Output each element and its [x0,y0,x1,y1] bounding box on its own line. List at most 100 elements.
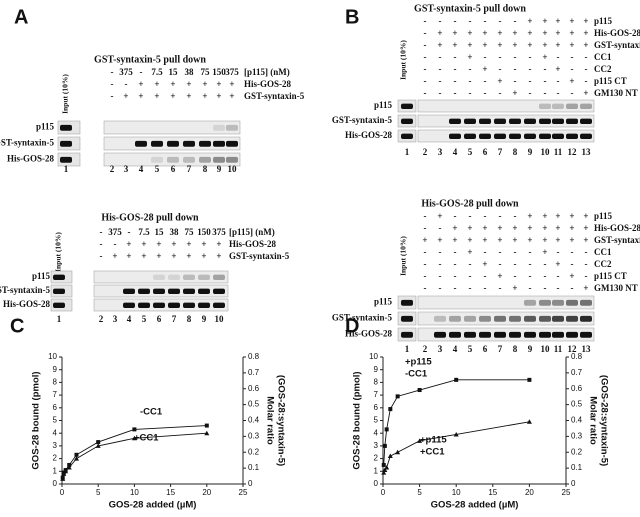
lane-number: 4 [127,314,132,324]
band [151,140,163,147]
condition-sign: + [497,76,502,86]
condition-sign: + [467,235,472,245]
condition-sign: + [216,79,221,89]
condition-sign: - [585,271,588,281]
condition-sign: - [454,211,457,221]
y2-tick-label: 0.8 [571,352,583,361]
input-label: Input (10%) [399,40,408,80]
condition-sign: + [512,283,517,293]
band [213,302,225,308]
band [135,140,147,147]
condition-sign: - [499,247,502,257]
y2-tick-label: 0.3 [571,431,583,440]
band [151,156,163,163]
condition-sign: + [497,271,502,281]
lane-number: 6 [483,147,488,157]
condition-sign: - [114,239,117,249]
condition-sign: - [424,52,427,62]
condition-label: [p115] (nM) [229,227,275,237]
band [168,302,180,308]
lane-number: 10 [541,344,551,354]
band [566,133,578,139]
y2-tick-label: 0.5 [248,400,260,409]
row-label: GST-syntaxin-5 [332,313,393,323]
series-label: +p115 [420,435,447,446]
band [479,133,491,139]
condition-sign: - [499,283,502,293]
y2-tick-label: 0.8 [248,352,260,361]
lane-number: 10 [215,314,225,324]
condition-sign: - [424,247,427,257]
point [382,443,387,448]
row-label: p115 [36,122,55,132]
lane-number: 9 [217,164,222,174]
blot-title: GST-syntaxin-5 pull down [414,3,526,14]
condition-sign: 7.5 [138,227,150,237]
condition-sign: + [186,251,191,261]
lane-number: 2 [423,344,428,354]
condition-sign: + [569,28,574,38]
condition-sign: + [555,16,560,26]
condition-sign: + [583,16,588,26]
condition-sign: - [439,283,442,293]
x-tick-label: 10 [130,488,139,497]
lane-number: 1 [64,164,69,174]
blot-strip [93,270,229,284]
condition-label: His-GOS-28 [594,28,640,38]
band [401,299,413,306]
y2-tick-label: 0.7 [571,368,583,377]
row-label: GST-syntaxin-5 [332,115,393,125]
condition-sign: - [454,247,457,257]
x-tick-label: 5 [417,488,422,497]
condition-sign: - [557,76,560,86]
lane-number: 4 [139,164,144,174]
condition-sign: - [557,271,560,281]
condition-sign: - [439,16,442,26]
condition-sign: - [585,64,588,74]
series-line [383,379,530,465]
blot-strip [103,152,241,167]
input-label: Input (10%) [399,236,408,276]
condition-sign: + [555,40,560,50]
y-tick-label: 1 [374,466,379,475]
condition-sign: - [514,247,517,257]
condition-sign: + [437,40,442,50]
lane-number: 3 [113,314,118,324]
lane-number: 5 [142,314,147,324]
condition-sign: - [544,88,547,98]
condition-sign: + [512,40,517,50]
band [566,331,578,338]
band [494,118,506,124]
band [153,274,165,280]
band [539,331,551,338]
band [183,140,195,147]
condition-sign: - [454,64,457,74]
point [66,464,72,470]
y2-tick-label: 0.6 [248,384,260,393]
condition-sign: + [497,235,502,245]
condition-sign: - [128,227,131,237]
condition-sign: - [585,52,588,62]
band [509,133,521,139]
condition-sign: - [125,79,128,89]
condition-sign: + [569,271,574,281]
y-tick-label: 5 [53,416,58,425]
x-tick-label: 10 [452,488,461,497]
condition-sign: - [454,16,457,26]
lane-number: 5 [468,344,473,354]
condition-sign: - [544,283,547,293]
band [580,299,592,306]
lane-number: 1 [405,344,410,354]
condition-sign: + [555,64,560,74]
y-tick-label: 3 [374,441,379,450]
condition-sign: + [583,88,588,98]
condition-sign: + [542,28,547,38]
condition-sign: - [424,28,427,38]
band [566,103,578,109]
band [213,140,225,147]
condition-label: His-GOS-28 [594,223,640,233]
lane-number: 9 [528,344,533,354]
condition-sign: - [529,76,532,86]
y-tick-label: 10 [48,352,57,361]
condition-sign: + [156,251,161,261]
